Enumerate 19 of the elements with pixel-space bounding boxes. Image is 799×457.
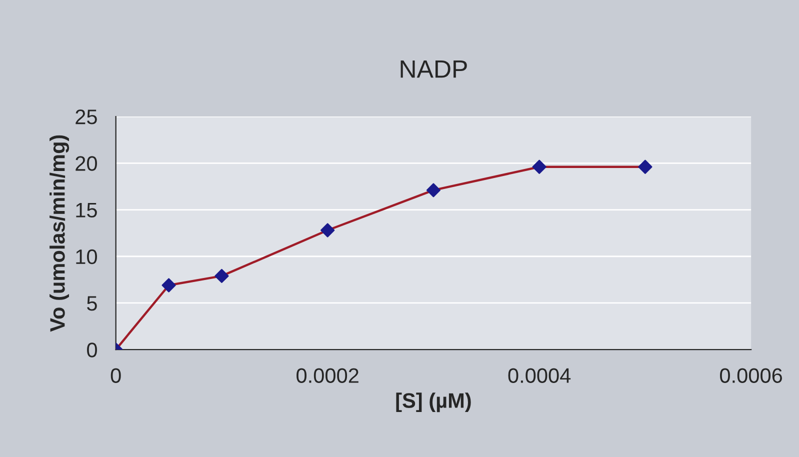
x-tick-label: 0.0004 xyxy=(508,368,571,383)
chart-title: NADP xyxy=(400,60,467,78)
point xyxy=(162,278,176,292)
x-tick-label: 0 xyxy=(110,368,121,383)
y-tick-label: 0 xyxy=(87,342,97,358)
point xyxy=(320,223,335,238)
point xyxy=(214,268,229,284)
x-tick-label: 0.0006 xyxy=(720,368,782,383)
y-axis-title: Vo (umolas/min/mg) xyxy=(50,135,70,332)
point xyxy=(532,160,546,174)
y-tick-label: 15 xyxy=(76,202,97,218)
y-tick-label: 10 xyxy=(76,249,97,264)
point xyxy=(638,160,652,174)
y-tick-label: 25 xyxy=(76,110,97,124)
y-tick-label: 5 xyxy=(87,296,97,311)
y-tick-label: 20 xyxy=(76,156,97,171)
point xyxy=(426,183,441,198)
x-axis-title: [S] (µM) xyxy=(396,392,471,412)
x-tick-label: 0.0002 xyxy=(296,368,358,383)
